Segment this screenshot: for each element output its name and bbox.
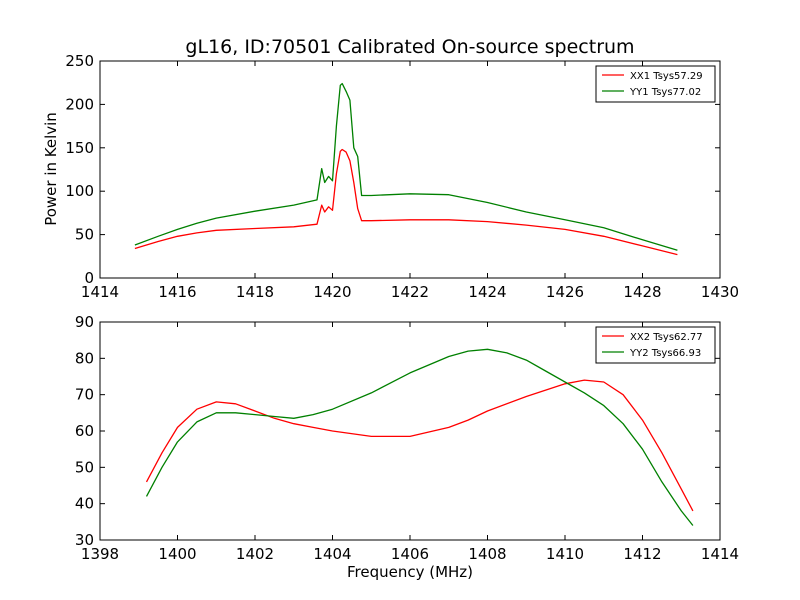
- top-x-tick-label: 1414: [81, 283, 119, 301]
- top-x-tick-label: 1418: [236, 283, 274, 301]
- bottom-legend-label-1: XX2 Tsys62.77: [630, 332, 703, 343]
- bottom-legend-box: [595, 326, 716, 364]
- top-y-axis-label: Power in Kelvin: [42, 112, 60, 226]
- top-x-tick-label: 1420: [313, 283, 351, 301]
- top-legend-label-2: YY1 Tsys77.02: [629, 87, 701, 98]
- bottom-x-tick-label: 1406: [391, 545, 429, 563]
- top-y-tick-label: 150: [65, 139, 94, 157]
- bottom-series-line-2: [145, 348, 694, 526]
- top-x-tick-label: 1416: [158, 283, 196, 301]
- top-legend-box: [595, 65, 716, 103]
- bottom-y-tick-label: 70: [75, 386, 94, 404]
- bottom-x-tick-label: 1412: [623, 545, 661, 563]
- top-y-tick-label: 250: [65, 52, 94, 70]
- bottom-y-tick-label: 90: [75, 313, 94, 331]
- bottom-series-line-1: [145, 379, 694, 512]
- bottom-panel: 1398 1400 1402 1404 1406 1408 1410 1412 1414 30 40…: [75, 313, 739, 563]
- bottom-x-tick-label: 1398: [81, 545, 119, 563]
- top-panel: 1414 1416 1418 1420 1422 1424 1426 1428 1430 0 50 1…: [65, 52, 739, 301]
- bottom-x-tick-label: 1410: [546, 545, 584, 563]
- top-y-tick-label: 0: [84, 269, 94, 287]
- bottom-x-tick-label: 1402: [236, 545, 274, 563]
- top-x-tick-label: 1426: [546, 283, 584, 301]
- top-legend-label-1: XX1 Tsys57.29: [630, 71, 703, 82]
- bottom-x-tick-label: 1404: [313, 545, 351, 563]
- top-y-tick-label: 100: [65, 182, 94, 200]
- top-x-tick-label: 1422: [391, 283, 429, 301]
- top-x-tick-label: 1428: [623, 283, 661, 301]
- bottom-y-tick-label: 80: [75, 349, 94, 367]
- bottom-x-tick-label: 1408: [468, 545, 506, 563]
- top-y-tick-label: 200: [65, 95, 94, 113]
- bottom-y-tick-label: 50: [75, 458, 94, 476]
- bottom-x-tick-label: 1414: [701, 545, 739, 563]
- bottom-legend-label-2: YY2 Tsys66.93: [629, 348, 701, 359]
- chart-title: gL16, ID:70501 Calibrated On-source spec…: [185, 36, 634, 58]
- bottom-x-axis-label: Frequency (MHz): [347, 563, 473, 581]
- top-x-tick-label: 1424: [468, 283, 506, 301]
- bottom-y-tick-label: 30: [75, 531, 94, 549]
- bottom-y-tick-label: 40: [75, 495, 94, 513]
- bottom-x-tick-label: 1400: [158, 545, 196, 563]
- top-series-line-1: [134, 148, 678, 256]
- top-y-tick-label: 50: [75, 226, 94, 244]
- bottom-y-tick-label: 60: [75, 422, 94, 440]
- top-series-line-2: [134, 82, 678, 251]
- top-x-tick-label: 1430: [701, 283, 739, 301]
